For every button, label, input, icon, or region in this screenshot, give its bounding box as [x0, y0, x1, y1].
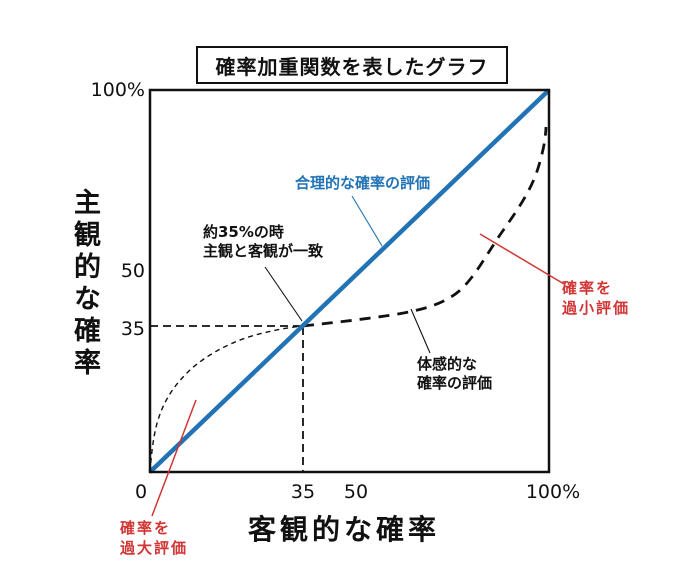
leader-line-match-point: [264, 266, 303, 322]
weighting-curve-underestimate-segment: [302, 126, 548, 328]
x-axis-tick-35: 35: [290, 481, 316, 503]
diagonal-line: [148, 88, 551, 474]
annotation-perceived-curve: 体感的な 確率の評価: [417, 355, 493, 392]
leader-line-perceived-curve: [410, 308, 431, 354]
leader-line-underestimate: [479, 233, 565, 285]
y-axis-tick-35: 35: [120, 318, 145, 340]
y-axis-tick-100: 100%: [90, 79, 145, 101]
y-axis-tick-50: 50: [120, 260, 145, 282]
annotation-match-point: 約35%の時 主観と客観が一致: [203, 223, 324, 260]
annotation-rational-line: 合理的な確率の評価: [295, 174, 431, 192]
x-axis-tick-0: 0: [134, 481, 148, 503]
annotation-underestimate: 確率を 過小評価: [562, 279, 631, 317]
x-axis-tick-50: 50: [343, 481, 369, 503]
y-axis-label: 主観的な確率: [69, 188, 100, 380]
x-axis-tick-100: 100%: [525, 481, 581, 503]
x-axis-label: 客観的な確率: [248, 513, 441, 546]
annotation-overestimate: 確率を 過大評価: [120, 519, 189, 557]
leader-line-overestimate: [151, 399, 197, 517]
chart-title: 確率加重関数を表したグラフ: [215, 54, 489, 79]
plot-frame: [148, 88, 551, 474]
leader-line-rational-line: [351, 195, 383, 247]
chart-title-box: 確率加重関数を表したグラフ: [196, 46, 508, 84]
